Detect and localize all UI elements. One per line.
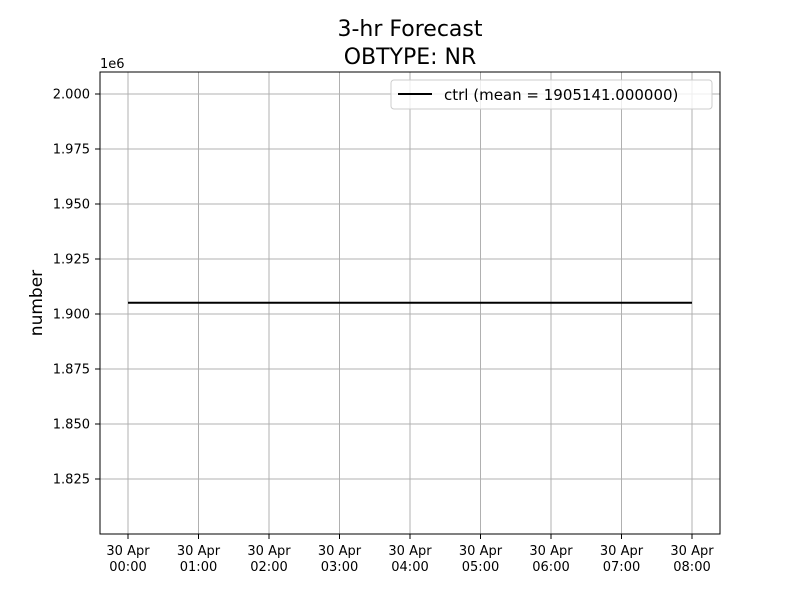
x-tick-label-time: 01:00 xyxy=(180,560,217,575)
legend-box xyxy=(390,79,713,110)
x-tick-label-date: 30 Apr xyxy=(529,544,573,559)
chart-subtitle: OBTYPE: NR xyxy=(344,45,477,70)
x-tick-label-time: 06:00 xyxy=(532,560,569,575)
y-axis: 1.825 1.850 1.875 1.900 1.925 1.950 1.975 2.000 xyxy=(53,88,100,488)
y-tick-label: 1.850 xyxy=(53,418,90,433)
y-tick-label: 1.825 xyxy=(53,473,90,488)
y-tick-label: 1.975 xyxy=(53,143,90,158)
x-tick-label-date: 30 Apr xyxy=(670,544,714,559)
legend: ctrl (mean = 1905141.000000) xyxy=(390,79,713,110)
y-offset-text: 1e6 xyxy=(100,57,125,72)
x-tick-label-time: 02:00 xyxy=(250,560,287,575)
y-axis-label: number xyxy=(27,270,47,336)
x-tick-label-date: 30 Apr xyxy=(600,544,644,559)
y-tick-label: 1.950 xyxy=(53,198,90,213)
x-tick-label-date: 30 Apr xyxy=(318,544,362,559)
legend-entry: ctrl (mean = 1905141.000000) xyxy=(444,86,678,104)
x-tick-label-date: 30 Apr xyxy=(459,544,503,559)
x-tick-label-time: 07:00 xyxy=(603,560,640,575)
y-tick-label: 1.900 xyxy=(53,308,90,323)
x-tick-label-time: 05:00 xyxy=(462,560,499,575)
x-tick-label-date: 30 Apr xyxy=(388,544,432,559)
x-tick-label-date: 30 Apr xyxy=(177,544,221,559)
y-tick-label: 2.000 xyxy=(53,88,90,103)
x-tick-label-time: 04:00 xyxy=(391,560,428,575)
x-tick-label-date: 30 Apr xyxy=(247,544,291,559)
y-tick-label: 1.925 xyxy=(53,253,90,268)
y-tick-label: 1.875 xyxy=(53,363,90,378)
x-tick-label-time: 08:00 xyxy=(673,560,710,575)
x-tick-label-time: 00:00 xyxy=(109,560,146,575)
x-tick-label-time: 03:00 xyxy=(321,560,358,575)
x-tick-label-date: 30 Apr xyxy=(106,544,150,559)
chart-title: 3-hr Forecast xyxy=(337,17,482,42)
grid xyxy=(100,72,720,534)
